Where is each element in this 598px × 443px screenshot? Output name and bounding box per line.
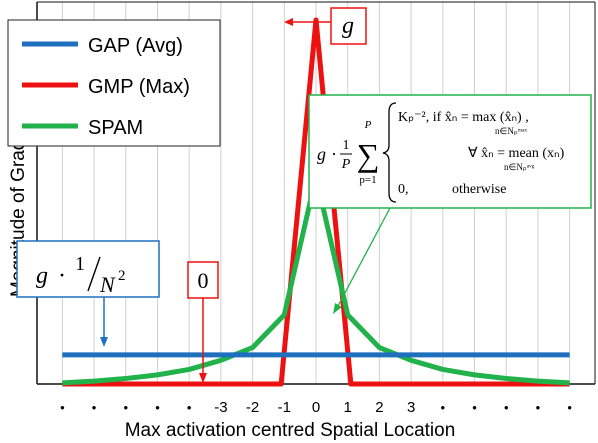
spam-arrowhead (333, 303, 342, 314)
spam-formula-sum-bottom: p=1 (359, 174, 376, 186)
spam-formula-case2-sub: n∈Nₚᵃᵛᵍ (504, 162, 535, 172)
zero-label: 0 (198, 268, 209, 293)
zero-annotation: 0 (187, 261, 219, 383)
legend: GAP (Avg) GMP (Max) SPAM (7, 19, 221, 147)
spam-formula-g: g (317, 144, 326, 164)
x-tick-label: -2 (246, 399, 259, 416)
x-tick-label: • (92, 400, 97, 415)
gap-formula-den: N (99, 272, 116, 297)
x-tick-labels: • • • • • -3 -2 -1 0 1 2 3 • • • • • (60, 399, 572, 416)
zero-label-box (187, 261, 219, 299)
series-gmp-line (62, 17, 570, 387)
spam-formula-case3-value: 0, (398, 182, 409, 197)
x-tick-label: 2 (375, 399, 383, 416)
spam-formula-brace (382, 102, 397, 203)
gap-formula-box (16, 240, 160, 298)
spam-annotation: g · 1 P P ∑ p=1 Kₚ⁻², if x̂ₙ = max (x̂ₙ)… (308, 94, 592, 314)
legend-label-gap: GAP (Avg) (88, 35, 183, 57)
spam-formula-case1-sub: n∈Nₚᵐᵃˣ (495, 126, 528, 136)
legend-label-spam: SPAM (88, 117, 143, 139)
x-tick-label: • (567, 400, 572, 415)
peak-arrowhead (284, 18, 293, 26)
gap-formula-dot: · (58, 263, 66, 289)
spam-arrow-line (337, 207, 391, 307)
x-tick-label: • (472, 400, 477, 415)
gap-formula-exp: 2 (118, 268, 126, 284)
peak-annotation: g (284, 7, 367, 45)
spam-formula-case2: ∀ x̂ₙ = mean (xₙ) (468, 146, 565, 161)
spam-formula-frac-num: 1 (343, 138, 350, 153)
peak-label: g (342, 13, 354, 39)
x-tick-label: • (536, 400, 541, 415)
x-tick-label: • (60, 400, 65, 415)
spam-formula-case1: Kₚ⁻², if x̂ₙ = max (x̂ₙ) , (398, 110, 529, 125)
gap-arrowhead (100, 337, 108, 347)
x-tick-label: • (187, 400, 192, 415)
x-tick-label: • (441, 400, 446, 415)
x-tick-label: -3 (214, 399, 227, 416)
spam-formula-dot: · (331, 144, 337, 164)
x-tick-label: • (155, 400, 160, 415)
x-tick-label: -1 (278, 399, 291, 416)
spam-formula-sum: ∑ (357, 137, 380, 173)
spam-formula-box (308, 94, 592, 209)
gap-formula-slash (87, 256, 101, 292)
x-axis-title: Max activation centred Spatial Location (125, 420, 456, 441)
zero-arrowhead (199, 373, 207, 383)
x-tick-label: • (123, 400, 128, 415)
x-tick-label: 1 (344, 399, 352, 416)
spam-formula-sum-top: P (364, 119, 372, 131)
spam-formula-frac-den: P (341, 157, 351, 172)
x-tick-label: 0 (312, 399, 320, 416)
gap-formula-num: 1 (75, 253, 85, 275)
peak-label-box (330, 7, 367, 45)
spam-formula-case3-text: otherwise (452, 182, 506, 197)
x-tick-label: • (504, 400, 509, 415)
legend-label-gmp: GMP (Max) (88, 76, 190, 98)
gap-annotation: g · 1 N 2 (16, 240, 160, 347)
x-tick-label: 3 (407, 399, 415, 416)
gap-formula-g: g (36, 263, 48, 289)
